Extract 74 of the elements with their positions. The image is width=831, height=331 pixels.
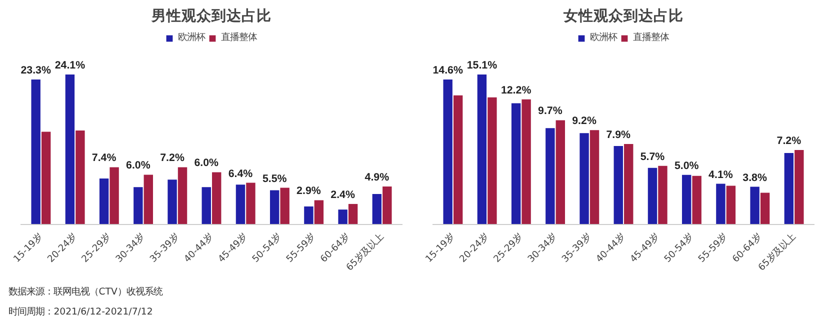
bar — [65, 74, 75, 224]
bar — [212, 172, 222, 224]
data-label: 4.9% — [364, 172, 390, 184]
bar — [178, 167, 188, 224]
bar — [511, 103, 521, 224]
data-label: 12.2% — [500, 84, 532, 96]
bar — [682, 174, 692, 224]
data-label: 15.1% — [466, 60, 498, 72]
bar — [280, 188, 290, 224]
text: 时间周期：2021/6/12-2021/7/12 — [8, 306, 153, 318]
bar — [134, 187, 143, 224]
bar — [750, 186, 760, 224]
legend-label: 欧洲杯 — [178, 31, 205, 44]
bar — [236, 184, 246, 224]
legend-label: 直播整体 — [633, 31, 669, 44]
bar — [99, 178, 109, 224]
data-label: 4.1% — [708, 168, 734, 181]
bar — [443, 79, 452, 224]
bar — [348, 204, 358, 224]
data-label: 3.8% — [742, 172, 768, 184]
data-label: 6.4% — [228, 168, 254, 180]
data-label: 5.0% — [674, 160, 700, 172]
bar — [41, 132, 51, 224]
data-label: 5.5% — [262, 172, 288, 185]
bar — [372, 194, 382, 224]
data-label: 7.2% — [160, 152, 185, 164]
bar — [692, 176, 702, 224]
bar — [453, 95, 463, 224]
bar — [270, 190, 280, 224]
bar — [304, 206, 314, 224]
data-label: 6.0% — [194, 157, 220, 170]
data-label: 7.9% — [606, 129, 632, 142]
data-label: 2.4% — [330, 188, 356, 201]
bar — [580, 133, 589, 224]
bar — [314, 200, 324, 224]
bar — [477, 74, 487, 224]
bar — [726, 186, 736, 224]
bar — [658, 166, 668, 224]
bar — [590, 130, 600, 224]
data-label: 14.6% — [432, 64, 464, 76]
legend-label: 欧洲杯 — [590, 31, 617, 44]
bar — [76, 130, 85, 224]
bar — [110, 167, 119, 224]
bar — [338, 210, 348, 224]
bar — [202, 187, 211, 224]
bar — [144, 174, 154, 224]
bar — [760, 192, 770, 224]
bar — [716, 184, 726, 224]
data-label: 2.9% — [296, 185, 322, 198]
bar — [522, 99, 531, 224]
data-label: 24.1% — [54, 60, 86, 72]
bar — [794, 150, 804, 224]
bar — [556, 120, 566, 224]
data-label: 9.7% — [538, 105, 563, 118]
bar — [614, 146, 623, 224]
chart-title: 男性观众到达占比 — [150, 8, 272, 24]
bar — [546, 128, 555, 224]
bar — [168, 180, 177, 224]
data-label: 6.0% — [126, 160, 151, 172]
bar — [31, 79, 40, 224]
data-label: 9.2% — [572, 115, 597, 128]
bar — [488, 97, 497, 224]
bar — [624, 144, 634, 224]
data-label: 5.7% — [640, 150, 666, 163]
data-label: 23.3% — [20, 64, 52, 76]
data-label: 7.4% — [92, 152, 117, 164]
bar — [784, 152, 794, 224]
source-note: 数据来源：联网电视（CTV）收视系统 — [8, 286, 162, 298]
bar — [648, 168, 658, 224]
data-label: 7.2% — [776, 134, 802, 147]
legend-label: 直播整体 — [221, 31, 257, 44]
bar — [382, 186, 392, 224]
chart-title: 女性观众到达占比 — [562, 8, 684, 24]
bar — [246, 182, 256, 224]
